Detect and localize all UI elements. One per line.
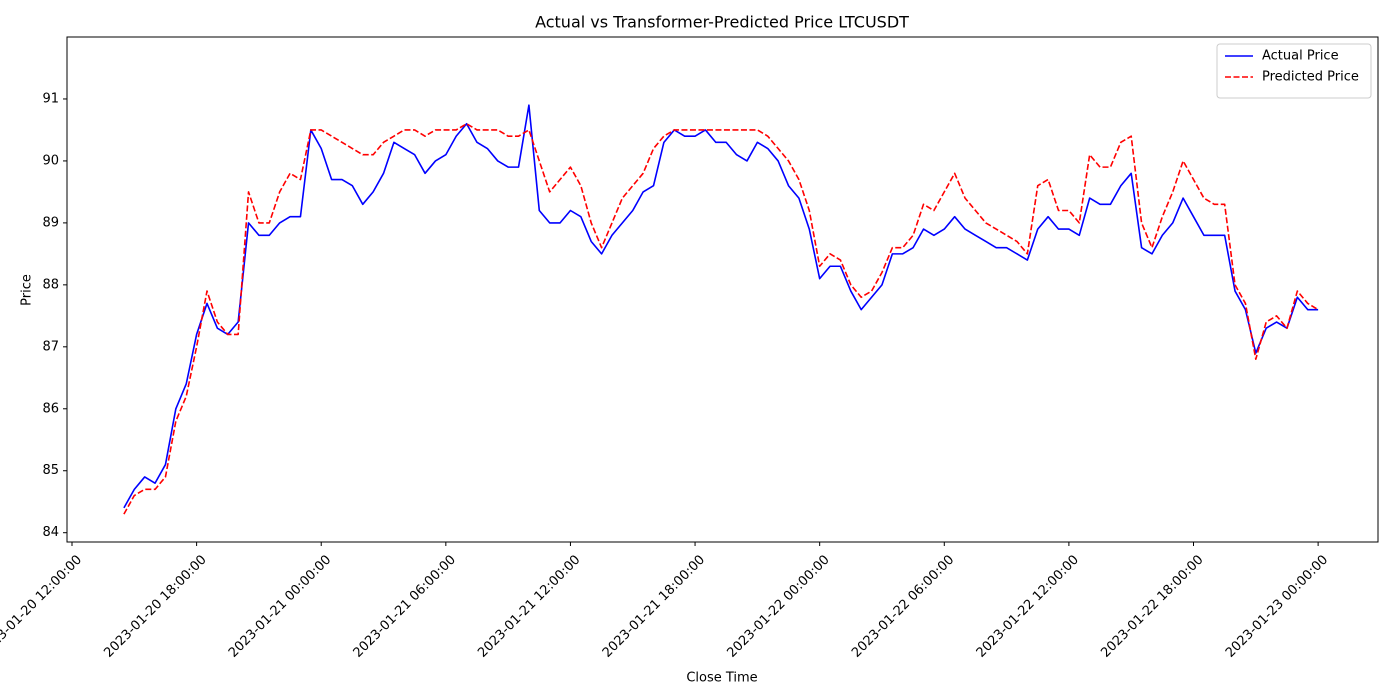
legend-box: [1216, 43, 1372, 99]
series-line: [123, 122, 1319, 515]
series-line: [123, 104, 1319, 509]
y-tick-label: 88: [42, 277, 59, 292]
y-tick-label: 85: [42, 463, 59, 478]
y-tick-label: 87: [42, 339, 59, 354]
x-tick-label: 2023-01-22 06:00:00: [849, 552, 957, 660]
x-tick-label: 2023-01-21 18:00:00: [600, 552, 708, 660]
plot-area: [123, 104, 1319, 515]
plot-frame: [66, 36, 1379, 543]
y-axis-label: Price: [20, 274, 35, 306]
chart-title: Actual vs Transformer-Predicted Price LT…: [535, 13, 909, 32]
x-tick-label: 2023-01-21 06:00:00: [351, 552, 459, 660]
y-tick-label: 91: [42, 91, 59, 106]
legend-label: Predicted Price: [1262, 70, 1359, 85]
y-tick-label: 84: [42, 525, 59, 540]
y-tick-label: 89: [42, 215, 59, 230]
legend-label: Actual Price: [1262, 49, 1339, 64]
x-tick-label: 2023-01-21 00:00:00: [226, 552, 334, 660]
y-tick-label: 86: [42, 401, 59, 416]
x-tick-label: 2023-01-20 18:00:00: [101, 552, 209, 660]
legend: Actual Price Predicted Price: [1216, 43, 1372, 99]
x-tick-label: 2023-01-22 00:00:00: [724, 552, 832, 660]
x-tick-label: 2023-01-22 12:00:00: [974, 552, 1082, 660]
x-tick-label: 2023-01-20 12:00:00: [0, 552, 85, 660]
x-tick-label: 2023-01-23 00:00:00: [1223, 552, 1331, 660]
x-tick-label: 2023-01-22 18:00:00: [1098, 552, 1206, 660]
x-axis-label: Close Time: [686, 671, 757, 686]
x-tick-label: 2023-01-21 12:00:00: [475, 552, 583, 660]
y-tick-label: 90: [42, 153, 59, 168]
